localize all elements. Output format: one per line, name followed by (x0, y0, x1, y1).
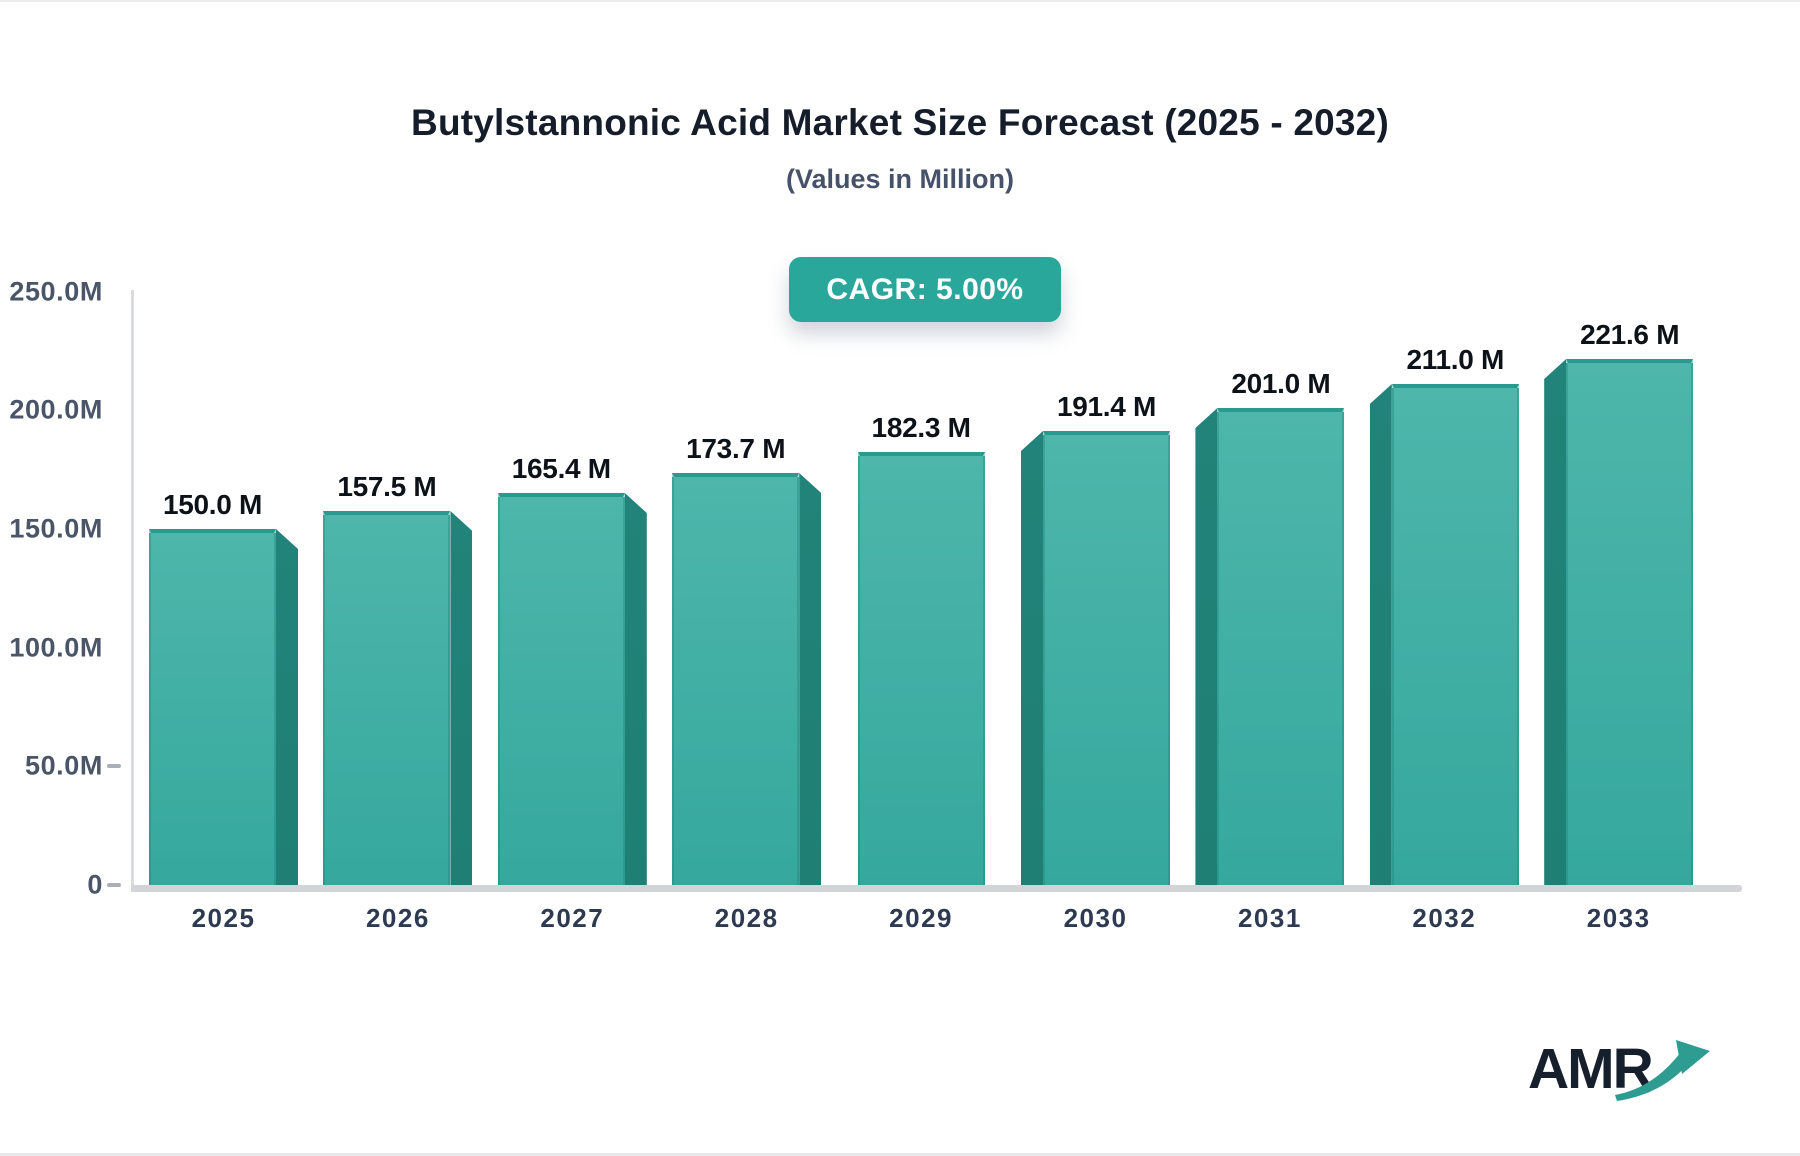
bar-2025[interactable] (149, 529, 298, 885)
bar-value-label: 201.0 M (1231, 368, 1331, 399)
bar-3d-side (624, 493, 647, 885)
x-axis-label-2028: 2028 (714, 903, 779, 933)
bar-body[interactable] (1391, 384, 1519, 885)
trend-up-arrow-icon (1615, 1040, 1710, 1101)
bar-2027[interactable] (497, 493, 647, 885)
bar-3d-side (1195, 408, 1218, 885)
bar-body[interactable] (1043, 431, 1170, 885)
bar-body[interactable] (497, 493, 625, 885)
bar-body[interactable] (857, 452, 985, 885)
x-axis-label-2031: 2031 (1237, 903, 1302, 933)
page-title: Butylstannonic Acid Market Size Forecast… (411, 102, 1389, 143)
bar-2033[interactable] (1544, 359, 1694, 885)
bar-2031[interactable] (1195, 408, 1345, 885)
y-axis-tick-label: 200.0M (9, 394, 103, 425)
bar-3d-side (1544, 359, 1567, 885)
bar-3d-side (1021, 431, 1043, 885)
y-axis-tick-label: 100.0M (9, 632, 103, 663)
amr-logo: AMR (1528, 1034, 1728, 1114)
bar-2029[interactable] (847, 452, 996, 885)
page-subtitle: (Values in Million) (785, 164, 1015, 194)
bar-value-label: 211.0 M (1406, 344, 1505, 375)
bar-value-label: 221.6 M (1580, 319, 1680, 350)
cagr-badge: CAGR: 5.00% (789, 257, 1061, 322)
bar-body[interactable] (149, 529, 276, 885)
bar-value-label: 173.7 M (686, 433, 786, 464)
x-axis-label-2029: 2029 (889, 903, 954, 933)
bar-body[interactable] (1217, 408, 1345, 885)
y-axis-tick-label: 0 (87, 869, 103, 900)
bar-3d-side (276, 529, 298, 885)
bar-body[interactable] (672, 473, 800, 885)
y-axis-tick-label: 150.0M (9, 513, 103, 544)
x-axis-label-2032: 2032 (1412, 903, 1477, 933)
x-axis-label-2027: 2027 (540, 903, 605, 933)
bar-value-label: 157.5 M (337, 471, 437, 502)
y-axis-line (131, 290, 134, 892)
bar-3d-side (799, 473, 822, 885)
bar-3d-side (1369, 384, 1392, 885)
bar-body[interactable] (323, 511, 451, 885)
x-axis-label-2026: 2026 (365, 903, 430, 933)
x-axis-label-2025: 2025 (191, 903, 256, 933)
bar-2030[interactable] (1021, 431, 1170, 885)
bar-2028[interactable] (672, 473, 822, 885)
bar-2032[interactable] (1369, 384, 1519, 885)
y-axis-tick-label: 250.0M (9, 276, 103, 307)
bar-body[interactable] (1566, 359, 1694, 885)
x-axis-label-2030: 2030 (1063, 903, 1128, 933)
bar-value-label: 182.3 M (871, 412, 971, 443)
y-axis-tick-label: 50.0M (24, 750, 103, 781)
x-axis-line (131, 885, 1742, 892)
bar-value-label: 165.4 M (511, 453, 611, 484)
y-axis-tick-mark (107, 883, 121, 887)
bar-3d-side (450, 511, 473, 885)
x-axis-label-2033: 2033 (1586, 903, 1651, 933)
bar-2026[interactable] (323, 511, 473, 885)
y-axis-tick-mark (107, 764, 121, 769)
bar-value-label: 191.4 M (1056, 391, 1157, 422)
bar-value-label: 150.0 M (162, 489, 263, 520)
